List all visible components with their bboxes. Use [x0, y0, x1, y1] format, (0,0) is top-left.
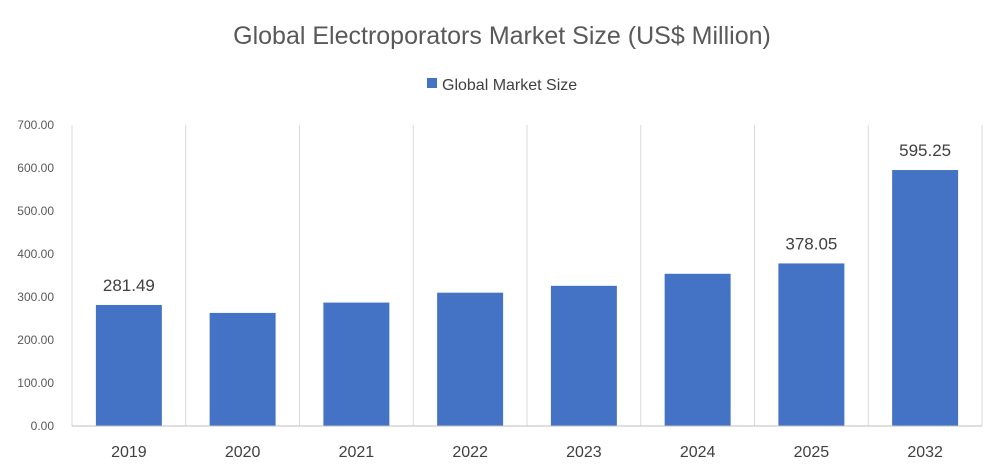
- x-axis-ticks: 2019 2020 2021 2022 2023 2024 2025 2032: [111, 444, 943, 461]
- y-tick-label: 700.00: [17, 118, 54, 132]
- bar-2020: [209, 312, 276, 426]
- x-tick-label: 2025: [794, 444, 830, 461]
- x-tick-label: 2024: [680, 444, 716, 461]
- data-labels: 281.49 378.05 595.25: [103, 141, 951, 295]
- y-axis-ticks: 0.00 100.00 200.00 300.00 400.00 500.00 600.00…: [17, 118, 54, 433]
- data-label: 378.05: [785, 234, 837, 253]
- y-tick-label: 0.00: [31, 419, 55, 433]
- legend-swatch: [427, 78, 437, 88]
- bar-2023: [550, 285, 617, 426]
- legend-label: Global Market Size: [442, 77, 577, 94]
- y-tick-label: 300.00: [17, 290, 54, 304]
- y-tick-label: 400.00: [17, 247, 54, 261]
- x-tick-label: 2020: [225, 444, 261, 461]
- x-tick-label: 2023: [566, 444, 602, 461]
- y-tick-label: 500.00: [17, 204, 54, 218]
- legend: Global Market Size: [427, 77, 577, 94]
- gridlines: [71, 125, 983, 426]
- bar-2021: [323, 302, 390, 426]
- data-label: 595.25: [899, 141, 951, 160]
- bar-2025: [778, 263, 845, 426]
- bar-2019: [95, 304, 162, 426]
- y-tick-label: 100.00: [17, 376, 54, 390]
- x-tick-label: 2021: [339, 444, 375, 461]
- x-tick-label: 2019: [111, 444, 147, 461]
- bar-2032: [892, 170, 959, 426]
- bar-2022: [437, 292, 504, 426]
- x-tick-label: 2032: [907, 444, 943, 461]
- y-tick-label: 600.00: [17, 161, 54, 175]
- y-tick-label: 200.00: [17, 333, 54, 347]
- x-tick-label: 2022: [452, 444, 488, 461]
- data-label: 281.49: [103, 276, 155, 295]
- chart-title: Global Electroporators Market Size (US$ …: [233, 22, 771, 50]
- bar-2024: [664, 273, 731, 426]
- bars: [95, 170, 959, 426]
